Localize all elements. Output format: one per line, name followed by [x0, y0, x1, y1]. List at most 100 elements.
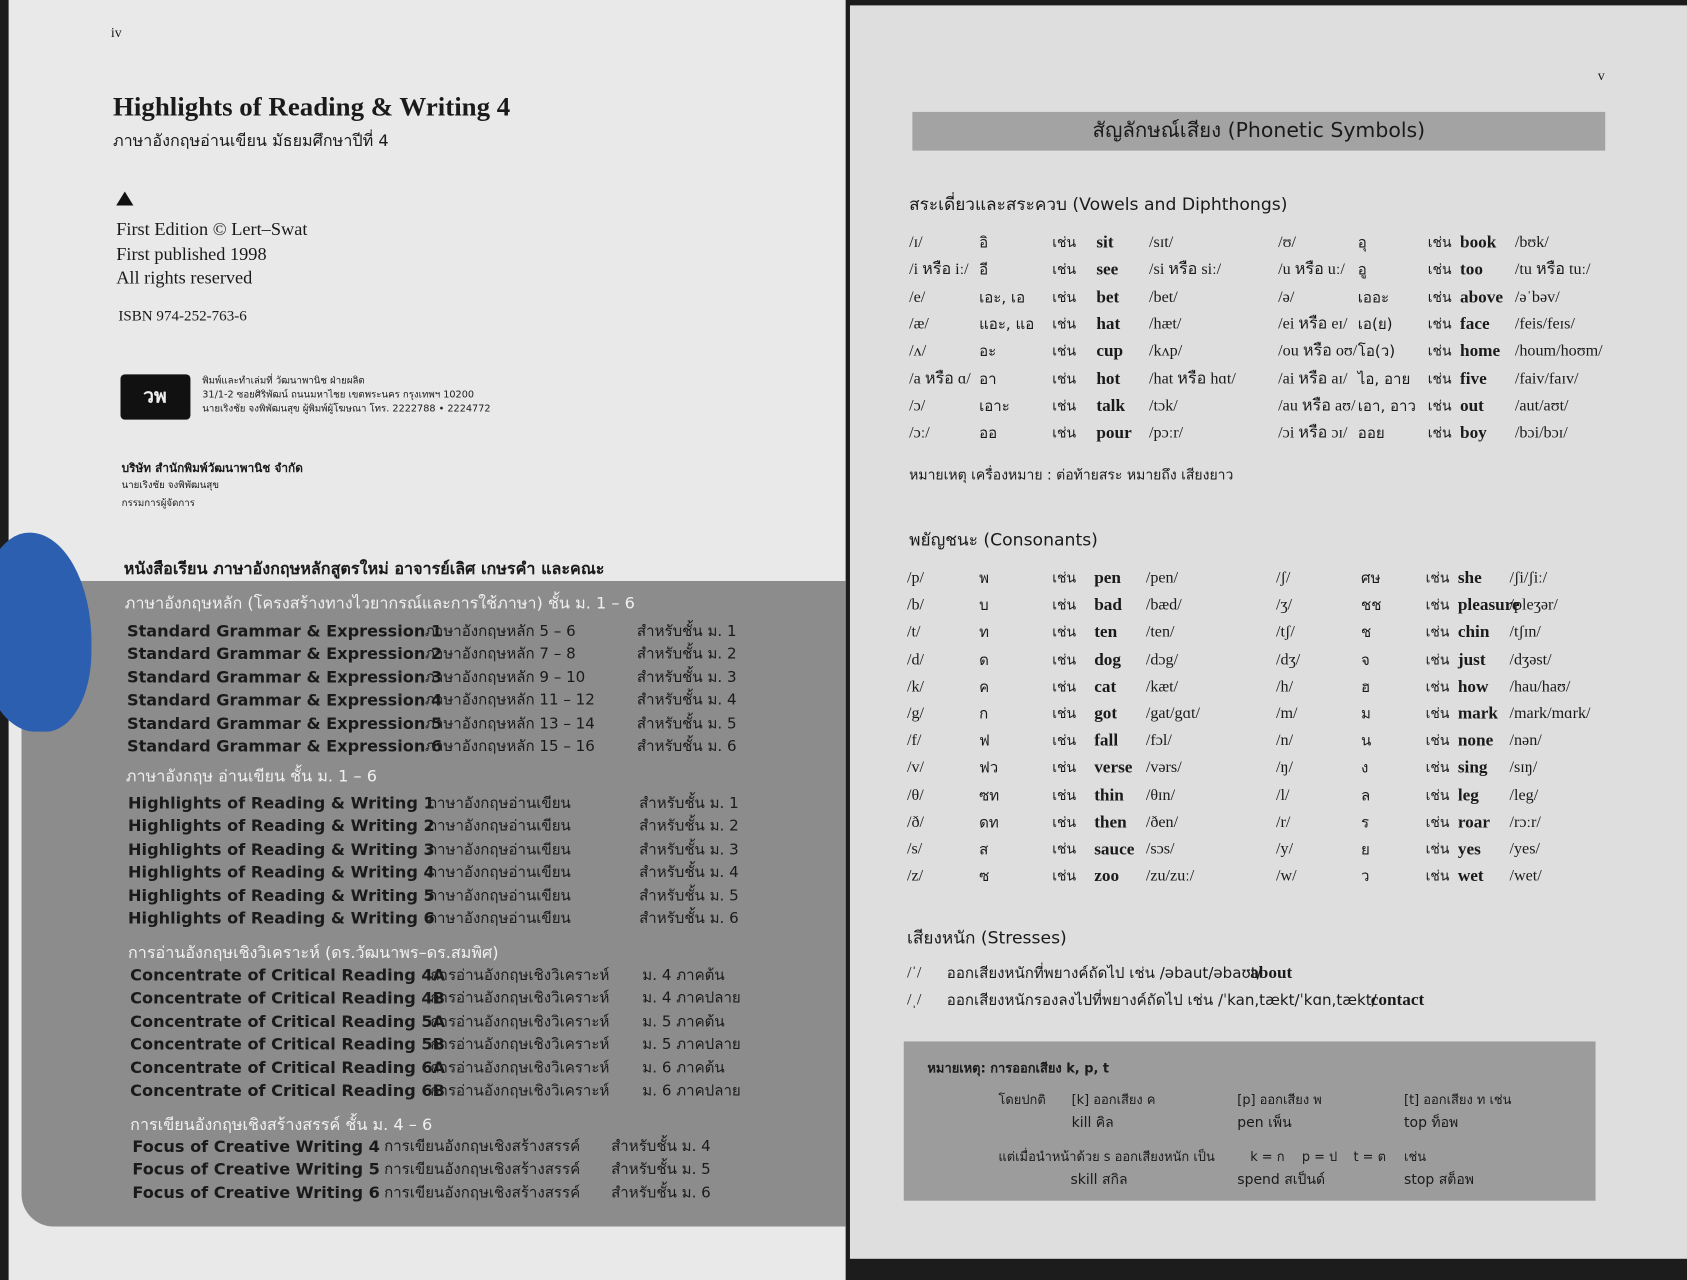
- printer-line: นายเริงชัย จงพิพัฒนสุข ผู้พิมพ์ผู้โฆษณา …: [202, 404, 491, 415]
- example-word: she: [1457, 569, 1482, 588]
- example-marker: เช่น: [1052, 316, 1077, 333]
- thai-sound: อุ: [1357, 234, 1367, 252]
- table-heading: พยัญชนะ (Consonants): [909, 529, 1098, 550]
- series-cell: Concentrate of Critical Reading 6B: [130, 1080, 445, 1101]
- series-cell: สำหรับชั้น ม. 6: [611, 1184, 711, 1202]
- series-cell: สำหรับชั้น ม. 4: [611, 1138, 711, 1156]
- series-cell: Standard Grammar & Expression 6: [126, 736, 443, 756]
- thai-sound: น: [1361, 732, 1372, 751]
- example-marker: เช่น: [1052, 624, 1077, 642]
- series-cell: การอ่านอังกฤษเชิงวิเคราะห์: [430, 1082, 610, 1100]
- transcription: /dɔg/: [1145, 651, 1179, 669]
- symbol: /i หรือ iː/: [909, 261, 969, 279]
- example-word: mark: [1457, 704, 1499, 724]
- note-item: [t] ออกเสียง ท เช่น: [1404, 1092, 1512, 1108]
- symbol: /ɔi หรือ ɔɪ/: [1278, 424, 1348, 442]
- series-cell: สำหรับชั้น ม. 2: [639, 818, 739, 836]
- thai-sound: ช: [1361, 624, 1372, 642]
- example-marker: เช่น: [1425, 841, 1450, 859]
- symbol: /ʃ/: [1276, 569, 1291, 587]
- transcription: /gat/gɑt/: [1145, 705, 1200, 723]
- example-word: verse: [1094, 758, 1133, 778]
- series-cell: Highlights of Reading & Writing 6: [128, 908, 435, 928]
- example-marker: เช่น: [1427, 343, 1452, 361]
- symbol: /e/: [909, 288, 926, 306]
- transcription: /sɪt/: [1149, 234, 1174, 252]
- thai-sound: อิ: [979, 234, 989, 252]
- example-marker: เช่น: [1425, 787, 1450, 804]
- series-cell: Focus of Creative Writing 5: [132, 1159, 380, 1180]
- transcription: /pen/: [1145, 569, 1179, 587]
- symbol: /æ/: [909, 315, 929, 333]
- thai-sound: เอะ, เอ: [979, 288, 1026, 307]
- transcription: /sɔs/: [1145, 840, 1175, 859]
- example-marker: เช่น: [1425, 706, 1450, 723]
- thai-sound: ล: [1361, 787, 1371, 805]
- example-marker: เช่น: [1052, 787, 1077, 804]
- stress-text: ออกเสียงหนักรองลงไปที่พยางค์ถัดไป เช่น /…: [946, 991, 1377, 1010]
- symbol: /l/: [1276, 786, 1290, 804]
- series-cell: ภาษาอังกฤษหลัก 15 – 16: [424, 738, 595, 756]
- note-label: แต่เมื่อนำหน้าด้วย s ออกเสียงหนัก เป็น: [998, 1149, 1215, 1165]
- example-marker: เช่น: [1425, 868, 1450, 886]
- example-word: sit: [1096, 233, 1114, 252]
- example-word: leg: [1457, 786, 1479, 805]
- series-cell: สำหรับชั้น ม. 2: [636, 645, 737, 664]
- series-cell: สำหรับชั้น ม. 5: [636, 715, 737, 733]
- symbol: /ai หรือ aɪ/: [1278, 370, 1348, 388]
- series-cell: การอ่านอังกฤษเชิงวิเคราะห์: [430, 967, 610, 985]
- series-cell: ภาษาอังกฤษหลัก 5 – 6: [424, 622, 576, 641]
- stress-text: ออกเสียงหนักที่พยางค์ถัดไป เช่น /əbaut/ə…: [946, 965, 1262, 983]
- example-marker: เช่น: [1052, 841, 1077, 859]
- example-marker: เช่น: [1052, 343, 1077, 361]
- example-marker: เช่น: [1052, 371, 1077, 388]
- note-item: [p] ออกเสียง พ: [1237, 1092, 1322, 1108]
- example-word: ten: [1094, 623, 1118, 642]
- transcription: /dʒəst/: [1509, 651, 1552, 669]
- title: Highlights of Reading & Writing 4: [112, 93, 511, 123]
- transcription: /feis/feɪs/: [1514, 315, 1575, 333]
- edition-line: First Edition © Lert–Swat: [116, 218, 308, 240]
- example-word: fall: [1094, 731, 1119, 751]
- symbol: /ʊ/: [1278, 234, 1297, 252]
- series-cell: ภาษาอังกฤษหลัก 11 – 12: [424, 692, 595, 710]
- edition-line: All rights reserved: [116, 267, 253, 288]
- series-cell: Concentrate of Critical Reading 6A: [130, 1057, 446, 1078]
- example-marker: เช่น: [1425, 624, 1450, 642]
- table-heading: เสียงหนัก (Stresses): [906, 927, 1067, 948]
- thai-sound: ม: [1361, 705, 1371, 724]
- transcription: /əˈbəv/: [1514, 288, 1560, 306]
- example-word: roar: [1457, 813, 1491, 832]
- symbol: /p/: [906, 569, 925, 587]
- example-word: got: [1094, 704, 1118, 724]
- thai-sound: ดท: [979, 814, 999, 832]
- transcription: /bet/: [1149, 288, 1178, 306]
- series-cell: Standard Grammar & Expression 1: [126, 621, 443, 641]
- transcription: /fɔl/: [1145, 732, 1172, 750]
- example-word: thin: [1094, 786, 1124, 805]
- thai-sound: แอะ, แอ: [979, 316, 1035, 334]
- title-bar: [912, 111, 1606, 151]
- note-item: k = ก: [1250, 1149, 1285, 1165]
- group-heading: การอ่านอังกฤษเชิงวิเคราะห์ (ดร.วัฒนาพร–ด…: [128, 943, 499, 963]
- transcription: /wet/: [1509, 867, 1542, 886]
- symbol: /y/: [1276, 840, 1294, 859]
- group-heading: ภาษาอังกฤษหลัก (โครงสร้างทางไวยากรณ์และก…: [124, 593, 635, 613]
- series-cell: สำหรับชั้น ม. 6: [636, 738, 737, 756]
- symbol: /h/: [1276, 678, 1294, 696]
- example-marker: เช่น: [1052, 597, 1077, 615]
- thai-sound: พ: [979, 570, 990, 588]
- series-cell: ภาษาอังกฤษอ่านเขียน: [427, 864, 571, 882]
- thai-sound: ร: [1361, 814, 1370, 832]
- series-cell: Concentrate of Critical Reading 4B: [130, 988, 445, 1009]
- symbol: /m/: [1276, 705, 1298, 723]
- thai-sound: เอาะ: [979, 397, 1010, 416]
- transcription: /zu/zuː/: [1145, 867, 1195, 886]
- example-word: chin: [1457, 623, 1490, 642]
- thai-sound: ศษ: [1361, 570, 1381, 588]
- example-word: sing: [1457, 758, 1488, 778]
- example-word: how: [1457, 677, 1489, 696]
- page-number: iv: [110, 24, 122, 41]
- series-cell: การอ่านอังกฤษเชิงวิเคราะห์: [430, 1013, 610, 1031]
